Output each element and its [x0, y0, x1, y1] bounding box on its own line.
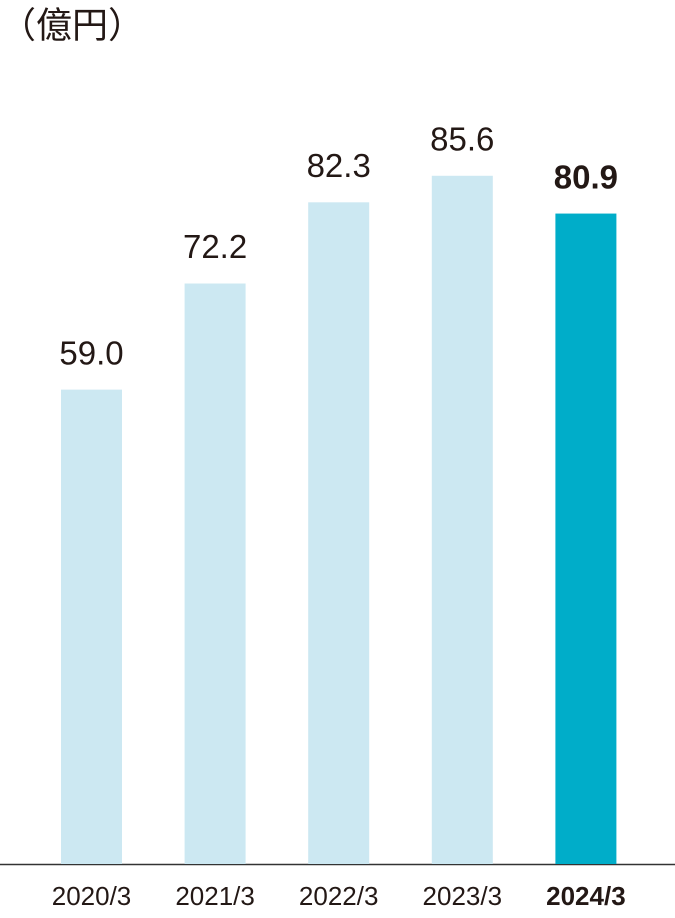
x-tick-label: 2023/3: [423, 881, 503, 911]
value-label: 85.6: [430, 120, 494, 157]
bar: [61, 389, 122, 864]
x-tick-label: 2021/3: [175, 881, 255, 911]
x-tick-label: 2024/3: [546, 881, 626, 911]
bar: [184, 283, 246, 865]
value-label: 72.2: [183, 228, 247, 265]
bar: [555, 213, 617, 865]
x-tick-label: 2022/3: [299, 881, 379, 911]
value-label: 82.3: [307, 147, 371, 184]
chart-title: （億円）: [0, 5, 144, 46]
value-label: 80.9: [554, 158, 618, 195]
value-label: 59.0: [59, 334, 123, 371]
x-tick-label: 2020/3: [52, 881, 132, 911]
bar: [308, 202, 370, 865]
bar: [431, 175, 493, 864]
